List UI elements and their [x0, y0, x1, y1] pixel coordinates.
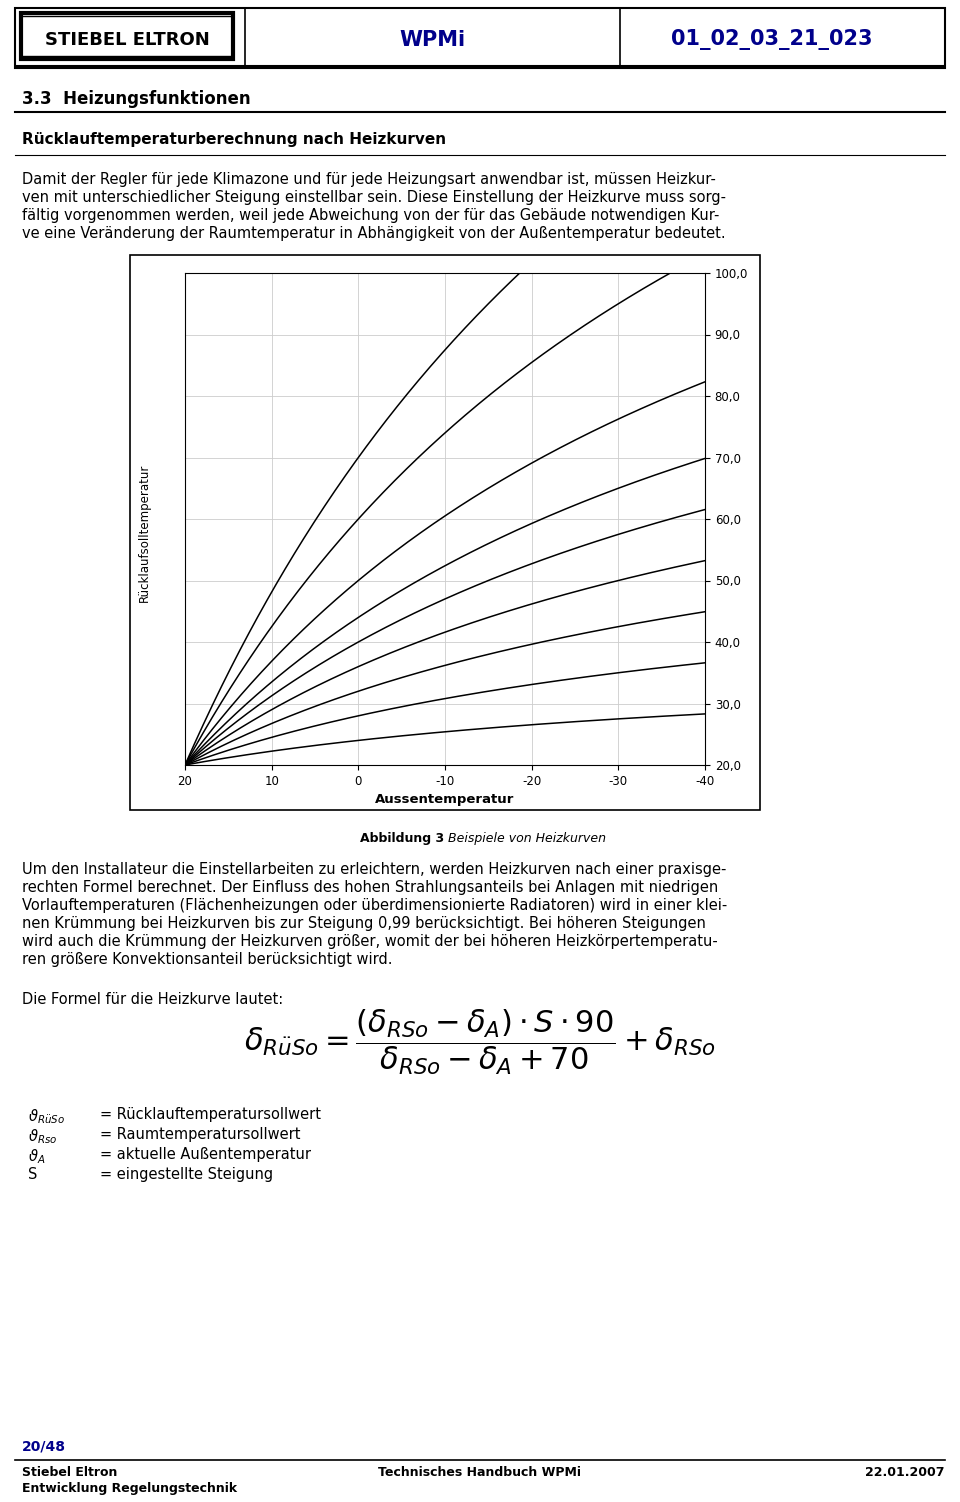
- Text: = eingestellte Steigung: = eingestellte Steigung: [100, 1167, 274, 1182]
- Text: $\delta_{R\ddot{u}So}=\dfrac{\left(\delta_{RSo}-\delta_{A}\right)\cdot S\cdot 90: $\delta_{R\ddot{u}So}=\dfrac{\left(\delt…: [244, 1008, 716, 1077]
- Text: = Raumtemperatursollwert: = Raumtemperatursollwert: [100, 1126, 300, 1142]
- Text: $\vartheta_{R\ddot{u}So}$: $\vartheta_{R\ddot{u}So}$: [28, 1107, 65, 1125]
- Text: rechten Formel berechnet. Der Einfluss des hohen Strahlungsanteils bei Anlagen m: rechten Formel berechnet. Der Einfluss d…: [22, 880, 718, 895]
- Text: Rücklauftemperaturberechnung nach Heizkurven: Rücklauftemperaturberechnung nach Heizku…: [22, 132, 446, 147]
- Text: Um den Installateur die Einstellarbeiten zu erleichtern, werden Heizkurven nach : Um den Installateur die Einstellarbeiten…: [22, 862, 727, 877]
- Bar: [15, 8, 945, 66]
- Bar: [130, 255, 760, 810]
- Text: = Rücklauftemperatursollwert: = Rücklauftemperatursollwert: [100, 1107, 321, 1122]
- Text: Stiebel Eltron: Stiebel Eltron: [22, 1466, 117, 1479]
- Text: 22.01.2007: 22.01.2007: [865, 1466, 944, 1479]
- FancyBboxPatch shape: [21, 14, 233, 59]
- Text: S: S: [28, 1167, 37, 1182]
- Text: Die Formel für die Heizkurve lautet:: Die Formel für die Heizkurve lautet:: [22, 991, 283, 1006]
- Text: Rücklaufsolltemperatur: Rücklaufsolltemperatur: [137, 463, 151, 602]
- X-axis label: Aussentemperatur: Aussentemperatur: [375, 793, 515, 807]
- Text: STIEBEL ELTRON: STIEBEL ELTRON: [44, 32, 209, 50]
- Text: nen Krümmung bei Heizkurven bis zur Steigung 0,99 berücksichtigt. Bei höheren St: nen Krümmung bei Heizkurven bis zur Stei…: [22, 916, 706, 931]
- Text: Beispiele von Heizkurven: Beispiele von Heizkurven: [448, 832, 606, 846]
- Text: = aktuelle Außentemperatur: = aktuelle Außentemperatur: [100, 1148, 311, 1163]
- Text: Vorlauftemperaturen (Flächenheizungen oder überdimensionierte Radiatoren) wird i: Vorlauftemperaturen (Flächenheizungen od…: [22, 898, 728, 913]
- Text: Abbildung 3: Abbildung 3: [359, 832, 448, 846]
- Text: Technisches Handbuch WPMi: Technisches Handbuch WPMi: [378, 1466, 582, 1479]
- Text: WPMi: WPMi: [399, 30, 465, 50]
- Text: ve eine Veränderung der Raumtemperatur in Abhängigkeit von der Außentemperatur b: ve eine Veränderung der Raumtemperatur i…: [22, 225, 726, 240]
- Text: $\vartheta_{Rso}$: $\vartheta_{Rso}$: [28, 1126, 58, 1146]
- Text: $\vartheta_{A}$: $\vartheta_{A}$: [28, 1148, 45, 1166]
- Text: Damit der Regler für jede Klimazone und für jede Heizungsart anwendbar ist, müss: Damit der Regler für jede Klimazone und …: [22, 173, 716, 188]
- Text: ren größere Konvektionsanteil berücksichtigt wird.: ren größere Konvektionsanteil berücksich…: [22, 952, 393, 967]
- Text: 3.3  Heizungsfunktionen: 3.3 Heizungsfunktionen: [22, 90, 251, 108]
- Text: 20/48: 20/48: [22, 1440, 66, 1454]
- Text: wird auch die Krümmung der Heizkurven größer, womit der bei höheren Heizkörperte: wird auch die Krümmung der Heizkurven gr…: [22, 934, 718, 949]
- Text: ven mit unterschiedlicher Steigung einstellbar sein. Diese Einstellung der Heizk: ven mit unterschiedlicher Steigung einst…: [22, 189, 726, 204]
- Text: fältig vorgenommen werden, weil jede Abweichung von der für das Gebäude notwendi: fältig vorgenommen werden, weil jede Abw…: [22, 207, 719, 222]
- Text: Entwicklung Regelungstechnik: Entwicklung Regelungstechnik: [22, 1482, 237, 1494]
- Text: 01_02_03_21_023: 01_02_03_21_023: [671, 30, 873, 51]
